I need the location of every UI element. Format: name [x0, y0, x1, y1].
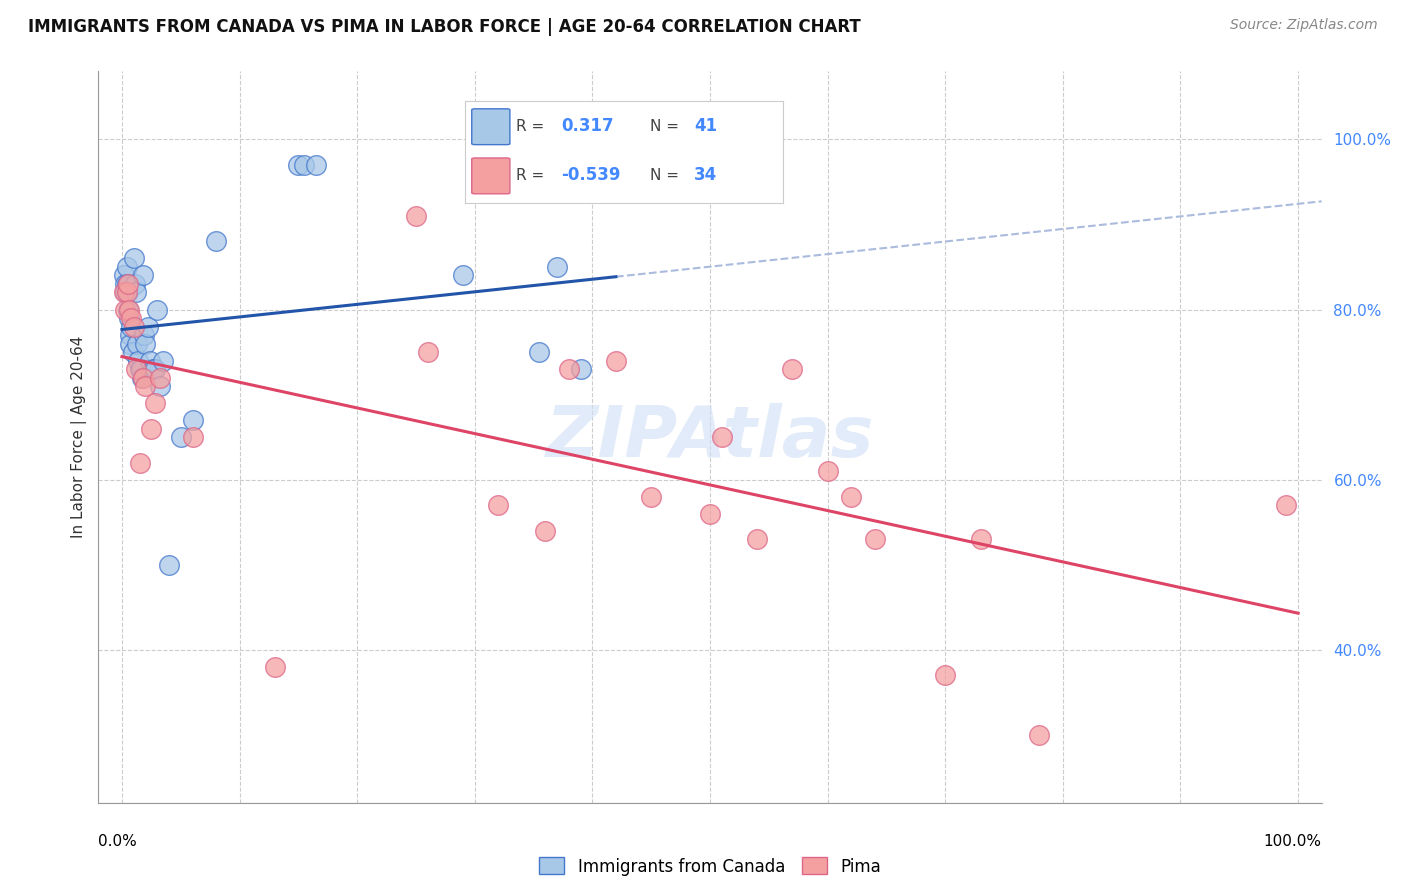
Point — [139, 353, 162, 368]
Text: Source: ZipAtlas.com: Source: ZipAtlas.com — [1230, 18, 1378, 32]
Point — [205, 235, 228, 249]
Point — [115, 285, 138, 300]
Point — [152, 353, 174, 368]
Point — [122, 319, 145, 334]
Point — [969, 532, 991, 546]
Point — [170, 430, 193, 444]
Point — [710, 430, 733, 444]
Point — [146, 302, 169, 317]
Text: 100.0%: 100.0% — [1264, 834, 1322, 849]
Point — [817, 464, 839, 478]
Point — [745, 532, 768, 546]
Point — [132, 370, 155, 384]
Point — [131, 370, 153, 384]
Point — [451, 268, 474, 283]
Point — [181, 413, 204, 427]
Point — [114, 302, 136, 317]
Point — [128, 456, 150, 470]
Point — [157, 558, 180, 572]
Point — [863, 532, 886, 546]
Point — [125, 362, 148, 376]
Point — [128, 362, 150, 376]
Text: ZIPAtlas: ZIPAtlas — [546, 402, 875, 472]
Point — [1028, 728, 1050, 742]
Point — [141, 362, 163, 376]
Point — [486, 498, 509, 512]
Y-axis label: In Labor Force | Age 20-64: In Labor Force | Age 20-64 — [72, 336, 87, 538]
Point — [149, 379, 172, 393]
Point — [127, 336, 149, 351]
Point — [181, 430, 204, 444]
Point — [134, 336, 156, 351]
Point — [118, 302, 141, 317]
Point — [117, 302, 139, 317]
Point — [112, 285, 135, 300]
Point — [569, 362, 592, 376]
Point — [287, 158, 309, 172]
Point — [136, 319, 159, 334]
Point — [122, 252, 145, 266]
Text: IMMIGRANTS FROM CANADA VS PIMA IN LABOR FORCE | AGE 20-64 CORRELATION CHART: IMMIGRANTS FROM CANADA VS PIMA IN LABOR … — [28, 18, 860, 36]
Point — [263, 659, 285, 673]
Point — [120, 311, 142, 326]
Point — [115, 260, 138, 274]
Point — [120, 328, 142, 343]
Point — [605, 353, 627, 368]
Point — [839, 490, 862, 504]
Point — [405, 209, 427, 223]
Point — [114, 285, 136, 300]
Point — [114, 277, 136, 291]
Point — [305, 158, 328, 172]
Point — [558, 362, 581, 376]
Point — [1275, 498, 1298, 512]
Point — [149, 370, 172, 384]
Point — [782, 362, 804, 376]
Point — [416, 345, 439, 359]
Text: 0.0%: 0.0% — [98, 834, 138, 849]
Point — [640, 490, 662, 504]
Point — [118, 311, 141, 326]
Point — [534, 524, 557, 538]
Point — [124, 277, 146, 291]
Point — [112, 268, 135, 283]
Point — [143, 362, 166, 376]
Point — [529, 345, 551, 359]
Point — [141, 421, 163, 435]
Point — [934, 668, 956, 682]
Point — [115, 277, 138, 291]
Point — [127, 353, 149, 368]
Point — [143, 396, 166, 410]
Point — [699, 507, 721, 521]
Point — [292, 158, 315, 172]
Point — [117, 285, 139, 300]
Legend: Immigrants from Canada, Pima: Immigrants from Canada, Pima — [533, 851, 887, 882]
Point — [121, 345, 143, 359]
Point — [117, 277, 139, 291]
Point — [120, 336, 142, 351]
Point — [125, 285, 148, 300]
Point — [546, 260, 568, 274]
Point — [132, 268, 155, 283]
Point — [134, 379, 156, 393]
Point — [120, 319, 142, 334]
Point — [129, 362, 152, 376]
Point — [134, 328, 156, 343]
